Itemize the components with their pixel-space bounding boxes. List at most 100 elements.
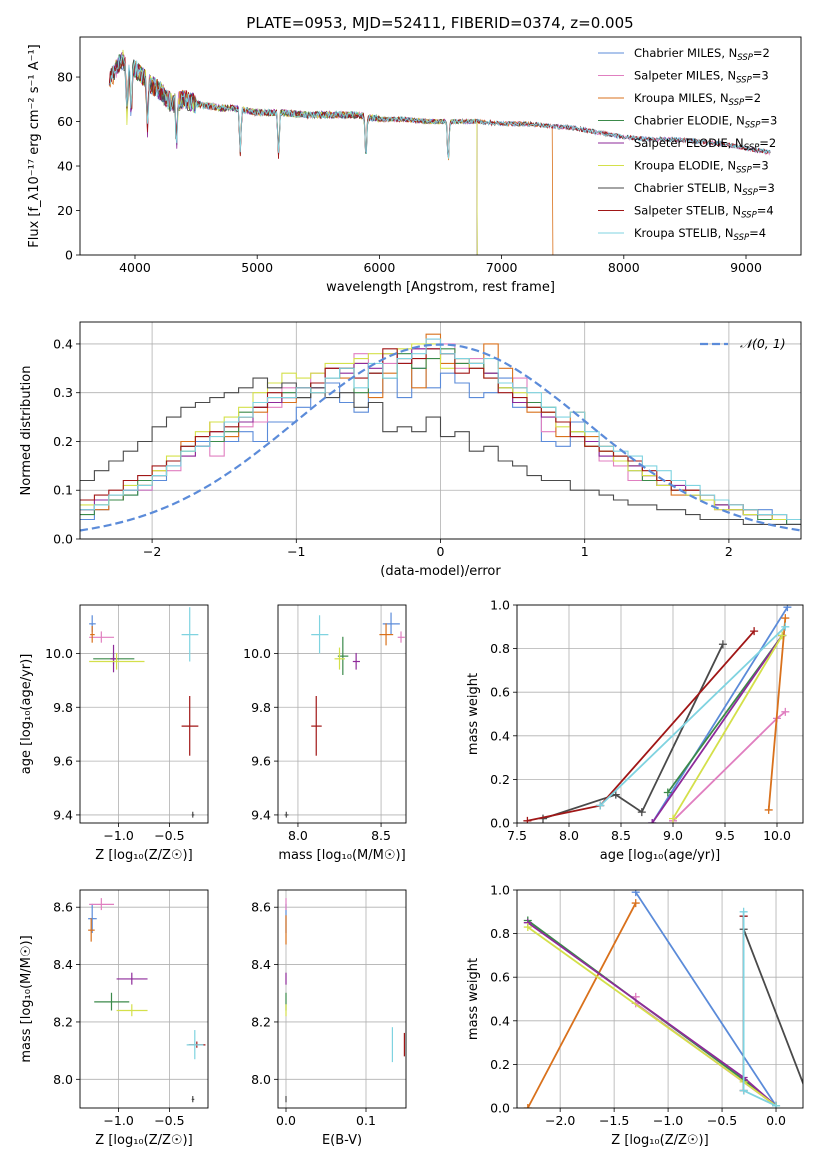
y-tick-label: 8.4 <box>53 957 73 972</box>
y-axis-label: age [log₁₀(age/yr)] <box>19 654 34 775</box>
x-axis-label: E(B-V) <box>322 1133 362 1148</box>
x-axis-label: age [log₁₀(age/yr)] <box>600 848 721 863</box>
point-marker <box>764 805 773 814</box>
x-tick-label: 9000 <box>730 260 762 275</box>
y-tick-label: 0.2 <box>490 772 510 787</box>
x-axis-label: mass [log₁₀(M/M☉)] <box>278 848 405 863</box>
spectrum-line-kroupa-elodie <box>118 49 478 255</box>
errorbar-chabrier-stelib <box>285 1096 287 1103</box>
y-tick-label: 0.6 <box>490 970 510 985</box>
x-tick-label: −1.0 <box>103 828 133 843</box>
x-axis-label: (data-model)/error <box>380 564 501 579</box>
y-tick-label: 10.0 <box>243 646 271 661</box>
normal-curve <box>80 343 801 532</box>
errorbar-salpeter-elodie <box>285 972 287 985</box>
y-tick-label: 0.6 <box>490 685 510 700</box>
errorbar-salpeter-miles <box>285 898 287 911</box>
x-tick-label: 2 <box>725 544 733 559</box>
legend-label: Salpeter STELIB, NSSP=4 <box>634 204 774 221</box>
y-tick-label: 9.4 <box>251 807 271 822</box>
legend-label: Chabrier ELODIE, NSSP=3 <box>634 114 777 131</box>
errorbar-chabrier-miles <box>88 903 97 934</box>
y-tick-label: 8.4 <box>251 957 271 972</box>
point-marker <box>523 1104 532 1108</box>
x-tick-label: 7000 <box>486 260 518 275</box>
spectrum-line-salpeter-elodie <box>108 52 478 255</box>
y-axis-label: mass weight <box>466 958 481 1040</box>
y-tick-label: 8.6 <box>251 900 271 915</box>
y-tick-label: 1.0 <box>490 883 510 898</box>
y-tick-label: 9.4 <box>53 807 73 822</box>
errorbar-kroupa-miles <box>285 915 287 945</box>
errorbar-kroupa-elodie <box>285 1004 287 1017</box>
plot-area-weight-vs-age <box>523 605 792 823</box>
axes-age-vs-Z: −1.0 −0.5 9.4 9.6 9.8 10.0 Z [log₁₀(Z/Z☉)] age … <box>19 604 209 863</box>
axes-frame <box>79 36 802 256</box>
point-marker <box>804 1093 812 1101</box>
x-tick-label: 5000 <box>241 260 273 275</box>
figure-title: PLATE=0953, MJD=52411, FIBERID=0374, z=0… <box>246 14 633 32</box>
x-tick-label: 8.0 <box>288 828 308 843</box>
point-marker <box>648 819 657 823</box>
errorbar-kroupa-elodie <box>89 652 145 670</box>
x-tick-label: 8.0 <box>559 828 579 843</box>
y-tick-label: 9.6 <box>251 754 271 769</box>
y-tick-label: 0 <box>65 248 73 263</box>
legend-label: Chabrier STELIB, NSSP=3 <box>634 181 775 198</box>
y-tick-label: 10.0 <box>45 646 73 661</box>
axes-weight-vs-age: 7.5 8.0 8.5 9.0 9.5 10.0 0.0 0.2 0.4 0.6 0.8 1.0 age… <box>466 598 804 863</box>
point-marker <box>637 808 646 817</box>
y-tick-label: 0.8 <box>490 641 510 656</box>
x-tick-label: 6000 <box>363 260 395 275</box>
y-tick-label: 8.2 <box>251 1014 271 1029</box>
y-tick-label: 0.4 <box>490 1013 510 1028</box>
errorbar-kroupa-stelib <box>186 1030 204 1060</box>
axes-residuals: −2 −1 0 1 2 0.0 0.1 0.2 0.3 0.4 (data-model)/error… <box>19 321 802 579</box>
errorbar-salpeter-stelib <box>403 1032 405 1057</box>
x-tick-label: 1 <box>581 544 589 559</box>
axes-frame <box>79 889 209 1109</box>
y-tick-label: 8.0 <box>251 1072 271 1087</box>
y-tick-label: 9.8 <box>251 700 271 715</box>
x-tick-label: −1.0 <box>653 1113 683 1128</box>
x-tick-label: 8.5 <box>371 828 391 843</box>
errorbar-chabrier-miles <box>382 612 400 635</box>
y-tick-label: 0.4 <box>53 336 73 351</box>
y-tick-label: 8.0 <box>53 1072 73 1087</box>
errorbar-kroupa-elodie <box>116 1004 148 1017</box>
legend-label: Salpeter MILES, NSSP=3 <box>634 69 769 86</box>
x-axis-label: Z [log₁₀(Z/Z☉)] <box>95 1133 192 1148</box>
x-tick-label: −1 <box>287 544 305 559</box>
x-tick-label: 0.1 <box>356 1113 376 1128</box>
axes-weight-vs-Z: −2.0 −1.5 −1.0 −0.5 0.0 0.0 0.2 0.4 0.6 0.8 1.0 Z [… <box>466 883 812 1148</box>
y-tick-label: 40 <box>57 159 73 174</box>
y-tick-label: 9.8 <box>53 700 73 715</box>
errorbar-kroupa-elodie <box>334 647 345 670</box>
point-marker <box>523 816 532 823</box>
axes-frame <box>516 889 804 1109</box>
errorbar-salpeter-elodie <box>352 652 360 670</box>
y-tick-label: 0.1 <box>53 483 73 498</box>
y-tick-label: 0.8 <box>490 926 510 941</box>
errorbar-kroupa-miles <box>88 918 95 942</box>
y-tick-label: 0.3 <box>53 385 73 400</box>
errorbar-salpeter-miles <box>89 631 115 643</box>
errorbar-salpeter-stelib <box>181 696 199 756</box>
point-marker <box>781 614 790 623</box>
histogram-kroupa-stelib <box>80 338 801 521</box>
plot-area-mass-vs-ebv <box>285 898 405 1103</box>
axes-mass-vs-ebv: 0.0 0.1 8.0 8.2 8.4 8.6 E(B-V) <box>251 889 407 1148</box>
weight-line-kroupa-elodie <box>672 635 783 820</box>
y-tick-label: 0.2 <box>490 1057 510 1072</box>
y-tick-label: 80 <box>57 70 73 85</box>
point-marker <box>778 631 787 640</box>
legend-label: Salpeter ELODIE, NSSP=2 <box>634 136 776 153</box>
point-marker <box>631 899 640 908</box>
errorbar-salpeter-miles <box>89 898 115 911</box>
weight-line-chabrier-miles <box>651 606 789 823</box>
x-tick-label: 0.0 <box>766 1113 786 1128</box>
errorbar-chabrier-stelib <box>191 1096 195 1103</box>
point-marker <box>523 923 532 932</box>
axes-spectrum: 4000 5000 6000 7000 8000 9000 0 20 40 60 80 wavelen… <box>27 36 802 295</box>
weight-line-kroupa-stelib <box>599 626 786 807</box>
